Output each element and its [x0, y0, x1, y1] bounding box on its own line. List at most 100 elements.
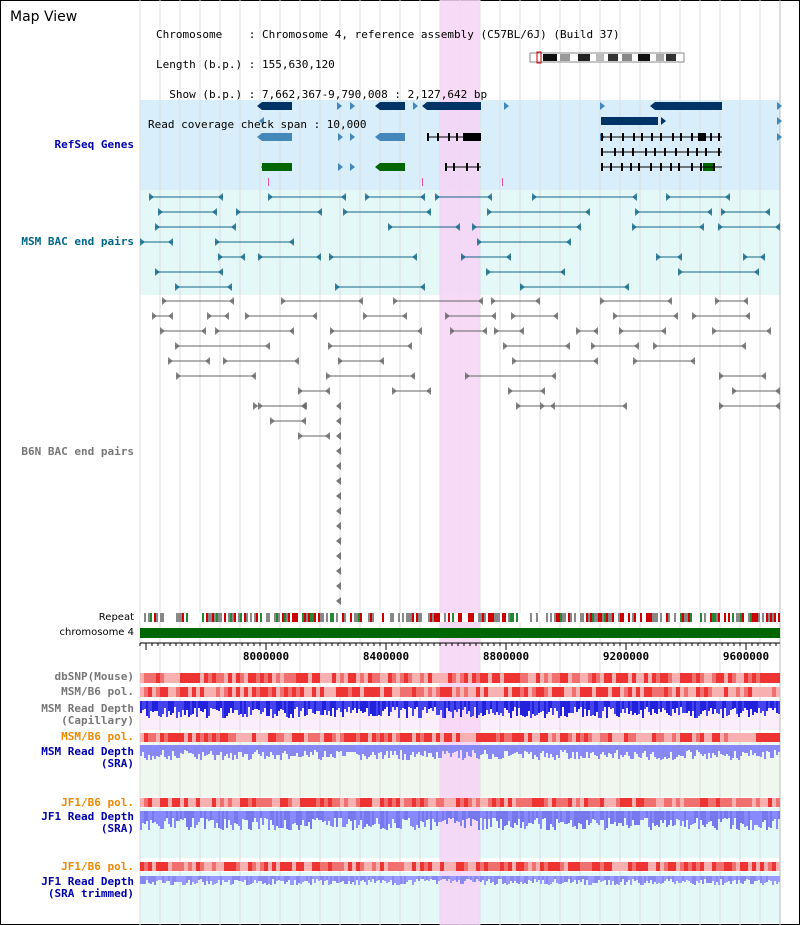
read-depth-bar — [386, 876, 388, 883]
read-depth-bar — [672, 876, 674, 882]
track-label-msm-bac[interactable]: MSM BAC end pairs — [21, 235, 134, 248]
polymorphism-cell — [212, 673, 216, 683]
polymorphism-cell — [532, 673, 536, 683]
repeat-block — [634, 613, 636, 622]
read-depth-bar — [236, 745, 238, 759]
exon — [610, 163, 612, 171]
polymorphism-cell — [468, 733, 472, 742]
read-depth-bar — [548, 876, 550, 885]
repeat-block — [158, 613, 160, 622]
read-depth-bar — [184, 745, 186, 750]
polymorphism-cell — [736, 733, 740, 742]
read-depth-bar — [642, 701, 644, 718]
track-label-jf1-depth-trim[interactable]: JF1 Read Depth (SRA trimmed) — [41, 875, 134, 900]
repeat-block — [466, 613, 468, 622]
polymorphism-cell — [204, 862, 208, 871]
polymorphism-cell — [700, 687, 704, 697]
read-depth-bar — [252, 745, 254, 754]
read-depth-bar — [194, 745, 196, 757]
polymorphism-cell — [292, 687, 296, 697]
read-depth-bar — [240, 701, 242, 714]
track-label-b6n-bac[interactable]: B6N BAC end pairs — [21, 445, 134, 458]
read-depth-bar — [526, 876, 528, 884]
read-depth-bar — [680, 876, 682, 883]
read-depth-bar — [192, 701, 194, 714]
repeat-block — [568, 613, 570, 622]
read-depth-bar — [276, 745, 278, 755]
polymorphism-cell — [184, 687, 188, 697]
read-depth-bar — [654, 701, 656, 713]
polymorphism-cell — [256, 673, 260, 683]
repeat-block — [268, 613, 270, 622]
polymorphism-cell — [244, 862, 248, 871]
read-depth-bar — [722, 811, 724, 819]
polymorphism-cell — [644, 862, 648, 871]
read-depth-bar — [204, 701, 206, 709]
read-depth-bar — [154, 701, 156, 711]
polymorphism-cell — [644, 798, 648, 807]
read-depth-bar — [636, 701, 638, 715]
gene-block — [380, 163, 405, 171]
polymorphism-cell — [296, 733, 300, 742]
read-depth-bar — [340, 876, 342, 882]
track-label-msm-pol[interactable]: MSM/B6 pol. — [61, 685, 134, 698]
track-label-msm-pol-2[interactable]: MSM/B6 pol. — [61, 730, 134, 743]
polymorphism-cell — [636, 733, 640, 742]
read-depth-bar — [216, 745, 218, 755]
repeat-block — [244, 613, 246, 622]
read-depth-bar — [526, 701, 528, 716]
b6n-stack-marker — [336, 432, 341, 440]
repeat-block — [644, 613, 646, 622]
polymorphism-cell — [592, 733, 596, 742]
read-depth-bar — [586, 701, 588, 716]
repeat-block — [774, 613, 776, 622]
read-depth-bar — [330, 876, 332, 884]
track-label-dbsnp[interactable]: dbSNP(Mouse) — [54, 670, 134, 683]
repeat-block — [536, 613, 538, 622]
gene-block — [262, 133, 292, 141]
polymorphism-cell — [660, 687, 664, 697]
read-depth-bar — [394, 876, 396, 883]
polymorphism-cell — [456, 733, 460, 742]
repeat-block — [276, 613, 278, 622]
read-depth-bar — [564, 701, 566, 716]
read-depth-bar — [388, 876, 390, 882]
polymorphism-cell — [544, 673, 548, 683]
polymorphism-cell — [192, 798, 196, 807]
polymorphism-cell — [596, 798, 600, 807]
read-depth-bar — [736, 701, 738, 714]
bac-end-marker — [775, 223, 780, 231]
polymorphism-cell — [256, 862, 260, 871]
polymorphism-cell — [360, 733, 364, 742]
track-label-refseq[interactable]: RefSeq Genes — [54, 138, 134, 151]
read-depth-bar — [620, 811, 622, 823]
track-label-jf1-depth-sra[interactable]: JF1 Read Depth (SRA) — [41, 810, 134, 835]
polymorphism-cell — [328, 798, 332, 807]
read-depth-bar — [576, 745, 578, 752]
read-depth-bar — [778, 876, 780, 882]
read-depth-bar — [662, 811, 664, 823]
polymorphism-cell — [516, 862, 520, 871]
read-depth-bar — [696, 745, 698, 750]
repeat-block — [542, 613, 544, 622]
track-label-jf1-pol-2[interactable]: JF1/B6 pol. — [61, 860, 134, 873]
polymorphism-cell — [616, 798, 620, 807]
track-label-msm-depth-capillary[interactable]: MSM Read Depth (Capillary) — [41, 702, 134, 727]
repeat-block — [328, 613, 330, 622]
bac-end-marker — [765, 208, 770, 216]
polymorphism-cell — [548, 862, 552, 871]
repeat-block — [324, 613, 326, 622]
track-label-msm-depth-sra[interactable]: MSM Read Depth (SRA) — [41, 745, 134, 770]
read-depth-bar — [584, 745, 586, 758]
read-depth-bar — [158, 701, 160, 716]
read-depth-bar — [616, 745, 618, 750]
track-label-jf1-pol[interactable]: JF1/B6 pol. — [61, 796, 134, 809]
read-depth-bar — [264, 701, 266, 708]
read-depth-bar — [512, 876, 514, 883]
repeat-block — [712, 613, 714, 622]
read-depth-bar — [454, 745, 456, 752]
read-depth-bar — [438, 701, 440, 715]
repeat-block — [608, 613, 610, 622]
bac-end-marker — [553, 312, 558, 320]
read-depth-bar — [596, 701, 598, 712]
